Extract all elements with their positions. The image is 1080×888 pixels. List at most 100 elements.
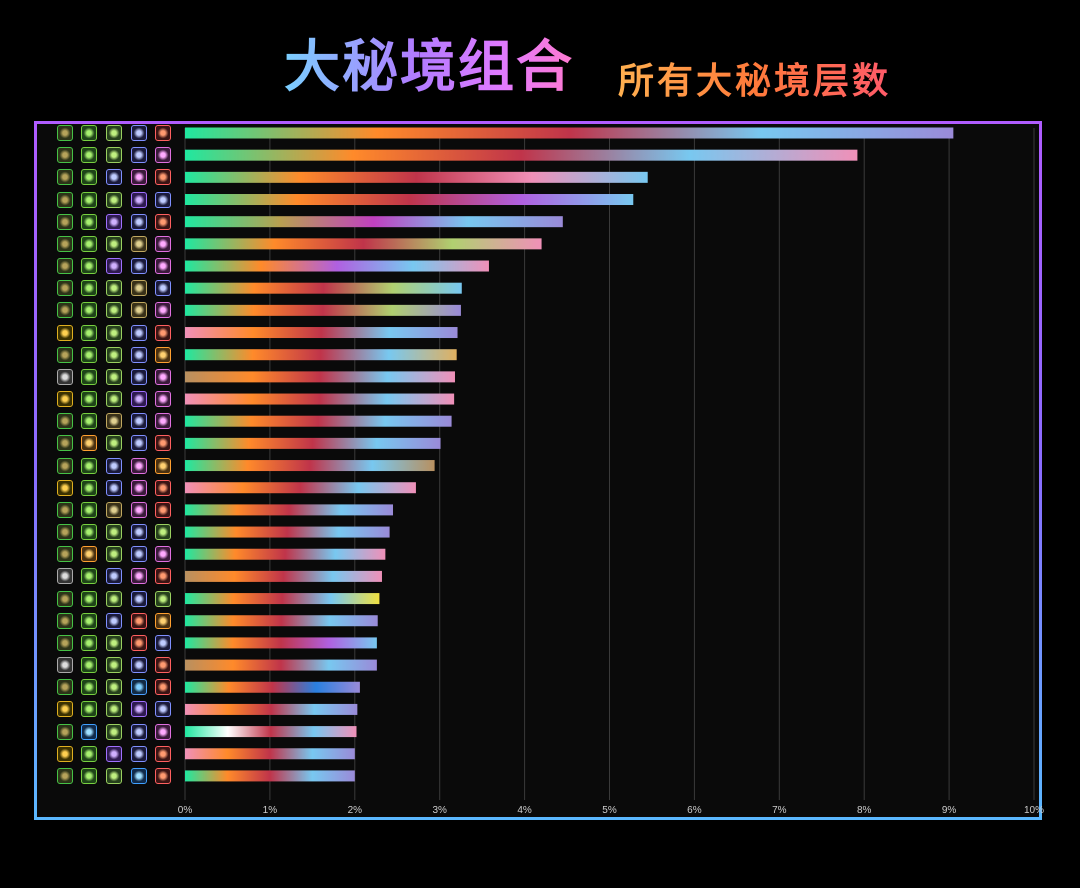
arcane-icon <box>155 368 171 385</box>
skull-icon <box>106 524 122 541</box>
tank-icon <box>57 191 73 208</box>
spear-icon <box>106 568 122 585</box>
void-icon <box>131 191 147 208</box>
armor-icon <box>57 391 73 408</box>
bar <box>185 437 441 449</box>
leaf-icon <box>81 634 97 651</box>
spear-icon <box>131 125 147 141</box>
tank-icon <box>57 258 73 275</box>
tank-icon <box>57 546 73 563</box>
bar <box>185 615 378 627</box>
arcane-icon <box>131 568 147 585</box>
skull-icon <box>106 147 122 164</box>
tank-icon <box>57 346 73 363</box>
tank-icon <box>57 723 73 740</box>
spear-icon <box>131 147 147 164</box>
tank-icon <box>57 435 73 452</box>
bar <box>185 526 390 538</box>
golem-icon <box>106 413 122 430</box>
bar <box>185 570 382 582</box>
fire-icon <box>155 346 171 363</box>
tank-icon <box>57 634 73 651</box>
leaf-icon <box>81 391 97 408</box>
bar <box>185 415 452 427</box>
leaf-icon <box>81 413 97 430</box>
water-icon <box>81 723 97 740</box>
leaf-icon <box>81 657 97 674</box>
leaf-icon <box>81 346 97 363</box>
bar <box>185 593 380 605</box>
skull-icon <box>106 125 122 141</box>
leaf-icon <box>81 524 97 541</box>
leaf-icon <box>81 258 97 275</box>
bar <box>185 504 394 516</box>
skull-icon <box>106 368 122 385</box>
x-tick-label: 1% <box>263 805 278 816</box>
leaf-icon <box>81 147 97 164</box>
tank-icon <box>57 501 73 518</box>
arcane-icon <box>155 391 171 408</box>
x-tick-label: 9% <box>942 805 957 816</box>
spear-icon <box>155 191 171 208</box>
spear-icon <box>131 723 147 740</box>
leaf-icon <box>81 213 97 230</box>
void-icon <box>106 258 122 275</box>
demon-icon <box>131 634 147 651</box>
demon-icon <box>155 767 171 784</box>
chart-subtitle: 所有大秘境层数 <box>618 52 891 104</box>
water-icon <box>131 767 147 784</box>
skull-icon <box>106 280 122 297</box>
skull-icon <box>106 590 122 607</box>
bar <box>185 726 357 738</box>
leaf-icon <box>81 479 97 496</box>
bar <box>185 282 462 294</box>
spear-icon <box>155 634 171 651</box>
leaf-icon <box>81 501 97 518</box>
arcane-icon <box>131 169 147 186</box>
bar <box>185 171 648 183</box>
skull-icon <box>106 346 122 363</box>
leaf-icon <box>81 368 97 385</box>
lightning-icon <box>131 679 147 696</box>
demon-icon <box>155 435 171 452</box>
tank-icon <box>57 679 73 696</box>
tank-icon <box>57 280 73 297</box>
bar <box>185 327 458 339</box>
void-icon <box>106 213 122 230</box>
bar <box>185 482 416 494</box>
golem-icon <box>131 302 147 319</box>
spear-icon <box>155 701 171 718</box>
skull-icon <box>106 679 122 696</box>
x-tick-label: 0% <box>178 805 193 816</box>
demon-icon <box>155 213 171 230</box>
knight-icon <box>57 657 73 674</box>
demon-icon <box>155 679 171 696</box>
tank-icon <box>57 457 73 474</box>
spear-icon <box>131 745 147 762</box>
spear-icon <box>131 657 147 674</box>
bar <box>185 238 542 250</box>
knight-icon <box>57 568 73 585</box>
x-tick-label: 7% <box>772 805 787 816</box>
bar <box>185 127 954 139</box>
spear-icon <box>131 258 147 275</box>
chart-title: 大秘境组合 <box>284 22 574 103</box>
demon-icon <box>155 125 171 141</box>
void-icon <box>131 391 147 408</box>
spear-icon <box>131 524 147 541</box>
skull-icon <box>106 302 122 319</box>
skull-icon <box>106 657 122 674</box>
leaf-icon <box>81 679 97 696</box>
x-tick-label: 2% <box>348 805 363 816</box>
spear-icon <box>131 546 147 563</box>
demon-icon <box>155 568 171 585</box>
leaf-icon <box>81 568 97 585</box>
skull-icon <box>106 546 122 563</box>
spear-icon <box>131 324 147 341</box>
tank-icon <box>57 235 73 252</box>
spear-icon <box>155 280 171 297</box>
leaf-icon <box>81 745 97 762</box>
leaf-icon <box>81 767 97 784</box>
demon-icon <box>155 169 171 186</box>
